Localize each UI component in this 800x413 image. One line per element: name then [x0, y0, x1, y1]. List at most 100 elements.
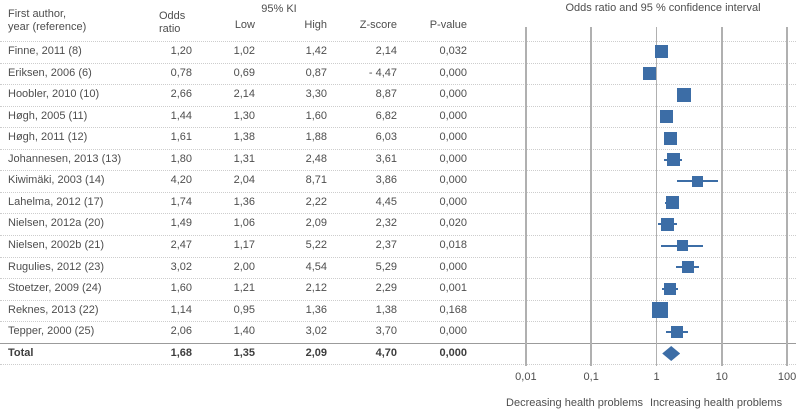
x-tick-label: 0,01	[515, 371, 537, 383]
cell-p-value: 0,000	[439, 131, 467, 144]
cell-p-value: 0,001	[439, 282, 467, 295]
row-separator	[0, 299, 796, 301]
cell-study: Reknes, 2013 (22)	[8, 303, 99, 316]
row-separator	[0, 342, 796, 344]
cell-ci-low: 2,00	[233, 260, 255, 273]
cell-ci-low: 2,14	[233, 88, 255, 101]
plot-title: Odds ratio and 95 % confidence interval	[565, 2, 761, 14]
or-square-marker	[681, 261, 694, 274]
cell-z-score: 2,32	[375, 217, 397, 230]
cell-study: Nielsen, 2012a (20)	[8, 217, 105, 230]
row-separator	[0, 127, 796, 129]
cell-z-score: 4,70	[375, 346, 397, 359]
table-row: Finne, 2011 (8) 1,20 1,02 1,42 2,14 0,032	[0, 41, 480, 63]
cell-ci-low: 1,31	[233, 152, 255, 165]
cell-odds-ratio: 3,02	[170, 260, 192, 273]
row-separator	[0, 170, 796, 172]
row-separator	[0, 84, 796, 86]
cell-odds-ratio: 1,49	[170, 217, 192, 230]
column-header-study: First author, year (reference)	[8, 8, 86, 34]
cell-ci-low: 1,21	[233, 282, 255, 295]
row-separator	[0, 234, 796, 236]
cell-study: Rugulies, 2012 (23)	[8, 260, 105, 273]
table-row: Reknes, 2013 (22) 1,14 0,95 1,36 1,38 0,168	[0, 300, 480, 322]
column-header-odds-ratio: Odds ratio	[159, 10, 185, 36]
cell-ci-high: 1,60	[305, 109, 327, 122]
cell-odds-ratio: 1,74	[170, 195, 192, 208]
or-square-marker	[663, 131, 677, 145]
cell-odds-ratio: 1,20	[170, 45, 192, 57]
cell-ci-high: 3,30	[305, 88, 327, 101]
cell-p-value: 0,018	[439, 238, 467, 251]
cell-ci-high: 1,36	[305, 303, 327, 316]
gridline	[721, 27, 723, 366]
cell-z-score: 3,70	[375, 325, 397, 338]
cell-odds-ratio: 2,47	[170, 238, 192, 251]
table-row: Lahelma, 2012 (17) 1,74 1,36 2,22 4,45 0,000	[0, 192, 480, 214]
cell-study: Finne, 2011 (8)	[8, 45, 82, 57]
or-square-marker	[642, 66, 656, 80]
cell-odds-ratio: 1,44	[170, 109, 192, 122]
cell-p-value: 0,000	[439, 174, 467, 187]
cell-ci-low: 1,17	[233, 238, 255, 251]
cell-ci-high: 2,09	[305, 346, 327, 359]
cell-study: Total	[8, 346, 34, 359]
cell-study: Lahelma, 2012 (17)	[8, 195, 104, 208]
table-row: Høgh, 2005 (11) 1,44 1,30 1,60 6,82 0,000	[0, 106, 480, 128]
table-row: Nielsen, 2012a (20) 1,49 1,06 2,09 2,32 0,020	[0, 213, 480, 235]
cell-z-score: 4,45	[375, 195, 397, 208]
cell-ci-high: 3,02	[305, 325, 327, 338]
cell-odds-ratio: 1,60	[170, 282, 192, 295]
cell-odds-ratio: 4,20	[170, 174, 192, 187]
cell-z-score: 1,38	[375, 303, 397, 316]
cell-ci-low: 1,02	[233, 45, 255, 57]
or-square-marker	[655, 45, 669, 59]
table-row: Nielsen, 2002b (21) 2,47 1,17 5,22 2,37 0,018	[0, 235, 480, 257]
cell-ci-low: 1,36	[233, 195, 255, 208]
cell-ci-high: 0,87	[305, 66, 327, 79]
cell-ci-high: 8,71	[305, 174, 327, 187]
cell-ci-high: 2,09	[305, 217, 327, 230]
table-row: Stoetzer, 2009 (24) 1,60 1,21 2,12 2,29 0,001	[0, 278, 480, 300]
cell-z-score: 6,03	[375, 131, 397, 144]
or-square-marker	[660, 109, 674, 123]
cell-ci-high: 2,48	[305, 152, 327, 165]
cell-p-value: 0,000	[439, 325, 467, 338]
row-separator	[0, 41, 796, 42]
cell-p-value: 0,000	[439, 195, 467, 208]
cell-ci-low: 1,06	[233, 217, 255, 230]
cell-ci-low: 2,04	[233, 174, 255, 187]
cell-study: Johannesen, 2013 (13)	[8, 152, 122, 165]
cell-study: Kiwimäki, 2003 (14)	[8, 174, 105, 187]
table-row: Tepper, 2000 (25) 2,06 1,40 3,02 3,70 0,000	[0, 321, 480, 343]
cell-odds-ratio: 1,14	[170, 303, 192, 316]
column-header-z-score: Z-score	[359, 19, 397, 31]
or-square-marker	[663, 282, 676, 295]
column-header-study-line2: year (reference)	[8, 21, 87, 33]
table-row: Høgh, 2011 (12) 1,61 1,38 1,88 6,03 0,000	[0, 127, 480, 149]
cell-ci-low: 0,95	[233, 303, 255, 316]
cell-study: Høgh, 2005 (11)	[8, 109, 88, 122]
cell-study: Stoetzer, 2009 (24)	[8, 282, 102, 295]
table-row: Hoobler, 2010 (10) 2,66 2,14 3,30 8,87 0,000	[0, 84, 480, 106]
cell-p-value: 0,000	[439, 109, 467, 122]
row-separator	[0, 148, 796, 150]
cell-odds-ratio: 1,68	[170, 346, 192, 359]
cell-p-value: 0,000	[439, 346, 467, 359]
table-row: Eriksen, 2006 (6) 0,78 0,69 0,87 - 4,47 0,000	[0, 63, 480, 85]
cell-p-value: 0,168	[439, 303, 467, 316]
column-header-ci-group: 95% KI	[261, 3, 297, 15]
or-square-marker	[691, 175, 703, 187]
cell-ci-low: 1,40	[233, 325, 255, 338]
x-tick-label: 0,1	[583, 371, 599, 383]
row-separator	[0, 191, 796, 193]
cell-ci-low: 1,38	[233, 131, 255, 144]
row-separator	[0, 256, 796, 258]
gridline	[655, 27, 658, 366]
cell-odds-ratio: 2,06	[170, 325, 192, 338]
row-separator	[0, 213, 796, 215]
or-square-marker	[670, 325, 683, 338]
cell-ci-low: 1,35	[233, 346, 255, 359]
cell-odds-ratio: 2,66	[170, 88, 192, 101]
cell-z-score: 2,37	[375, 238, 397, 251]
